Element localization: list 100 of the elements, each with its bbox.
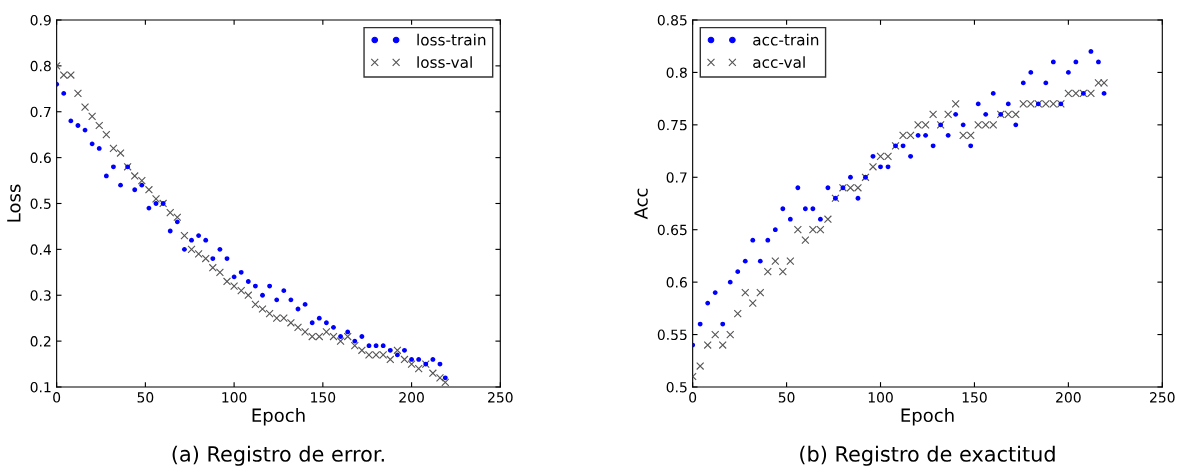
- y-tick-label: 0.3: [30, 290, 51, 301]
- y-tick-label: 0.7: [666, 172, 687, 183]
- point: [757, 258, 763, 264]
- point: [359, 334, 365, 339]
- point: [786, 257, 795, 266]
- point: [793, 225, 802, 234]
- point: [442, 375, 448, 381]
- point: [1005, 101, 1011, 107]
- point: [402, 347, 407, 353]
- point: [750, 237, 756, 243]
- point: [923, 132, 929, 138]
- point: [386, 355, 395, 364]
- y-tick-label: 0.9: [30, 14, 51, 26]
- point: [345, 329, 351, 335]
- point: [778, 267, 787, 276]
- point: [718, 341, 727, 350]
- point: [293, 323, 303, 332]
- y-tick-label: 0.85: [657, 14, 687, 26]
- point: [95, 121, 104, 130]
- point: [68, 118, 74, 124]
- point: [73, 89, 82, 98]
- point: [705, 300, 711, 306]
- point: [703, 341, 712, 350]
- point: [288, 297, 294, 303]
- point: [823, 215, 832, 224]
- point: [103, 173, 109, 179]
- point: [244, 291, 253, 300]
- point: [173, 213, 182, 222]
- point: [1028, 70, 1034, 75]
- point: [772, 227, 778, 233]
- point: [322, 327, 331, 336]
- point: [316, 315, 322, 321]
- point: [727, 279, 733, 285]
- point: [741, 288, 750, 297]
- point: [350, 341, 359, 350]
- point: [983, 111, 989, 117]
- y-tick-label: 0.6: [666, 277, 687, 288]
- point: [189, 237, 194, 243]
- point: [167, 228, 173, 234]
- x-tick-label: 250: [1150, 392, 1175, 403]
- point: [301, 327, 310, 336]
- point: [366, 343, 372, 349]
- point: [196, 233, 202, 239]
- point: [944, 110, 953, 119]
- point: [343, 332, 352, 341]
- point: [435, 373, 445, 382]
- y-axis-title: Acc: [634, 188, 648, 220]
- point: [139, 182, 145, 188]
- point: [373, 343, 379, 349]
- point: [756, 288, 765, 297]
- point: [180, 231, 189, 240]
- point: [726, 330, 735, 339]
- point: [968, 143, 974, 149]
- point: [352, 338, 358, 344]
- legend-label: loss-val: [417, 56, 472, 68]
- point: [309, 320, 315, 326]
- point: [81, 103, 90, 112]
- point: [696, 361, 705, 371]
- point: [238, 269, 244, 275]
- point: [1043, 80, 1049, 86]
- y-tick-label: 0.8: [30, 60, 51, 72]
- point: [380, 343, 386, 349]
- point: [428, 369, 437, 378]
- point: [132, 187, 138, 193]
- point: [780, 206, 786, 212]
- point: [329, 332, 338, 341]
- point: [210, 256, 216, 261]
- y-tick-label: 0.65: [657, 224, 687, 236]
- point: [960, 122, 966, 128]
- x-tick-label: 0: [689, 392, 697, 403]
- point: [908, 153, 913, 159]
- point: [116, 149, 125, 158]
- point: [88, 112, 97, 121]
- x-axis-title: Epoch: [252, 408, 305, 426]
- point: [900, 143, 906, 149]
- x-tick-label: 0: [53, 392, 61, 403]
- y-axis-title: Loss: [7, 184, 21, 222]
- y-tick-label: 0.8: [666, 67, 687, 78]
- point: [407, 360, 416, 369]
- point: [885, 164, 891, 170]
- point: [1020, 80, 1026, 86]
- x-tick-label: 50: [778, 392, 795, 403]
- y-tick-label: 0.75: [657, 119, 687, 131]
- point: [870, 153, 876, 159]
- point: [765, 237, 771, 243]
- y-tick-label: 0.5: [666, 381, 687, 393]
- y-tick-label: 0.6: [30, 152, 51, 164]
- point: [111, 164, 116, 170]
- legend-label: acc-train: [753, 33, 819, 46]
- text: (a) Registro de error.: [172, 445, 384, 466]
- point: [151, 194, 161, 203]
- point: [222, 277, 232, 286]
- y-tick-label: 0.5: [30, 198, 51, 209]
- point: [215, 268, 224, 277]
- point: [878, 164, 883, 170]
- point: [712, 290, 718, 296]
- point: [357, 346, 366, 355]
- point: [848, 174, 853, 180]
- point: [260, 292, 265, 298]
- point: [802, 206, 808, 212]
